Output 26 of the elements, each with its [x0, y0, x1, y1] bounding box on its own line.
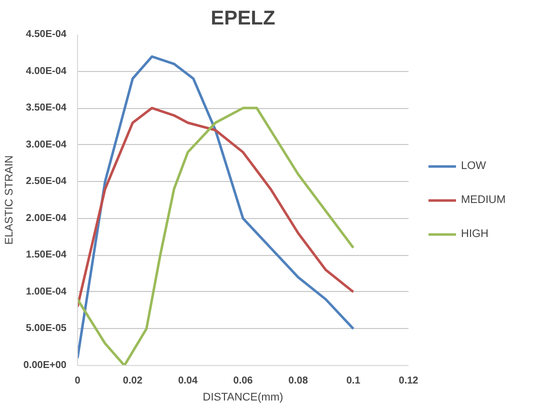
y-tick-label: 1.00E-04 [26, 286, 67, 298]
x-tick-label: 0.08 [288, 376, 308, 386]
y-axis-title: ELASTIC STRAIN [3, 155, 16, 245]
legend-label: LOW [461, 160, 486, 172]
y-tick-label: 4.00E-04 [26, 66, 67, 77]
y-tick-label: 4.50E-04 [26, 29, 67, 40]
line-series [78, 106, 355, 366]
x-tick-label: 0.1 [346, 376, 361, 386]
y-tick-label: 3.50E-04 [26, 102, 67, 114]
y-tick-label: 5.00E-05 [26, 323, 67, 334]
x-tick-label: 0.06 [233, 376, 254, 386]
x-tick-label: 0 [74, 376, 81, 386]
y-tick-label: 2.00E-04 [26, 212, 67, 224]
legend-label: HIGH [461, 228, 488, 240]
y-tick-label: 3.00E-04 [26, 139, 67, 150]
y-tick-label: 0.00E+00 [23, 360, 67, 371]
x-tick-label: 0.02 [122, 376, 143, 386]
line-series [78, 55, 355, 360]
line-series [78, 106, 355, 308]
legend-label: MEDIUM [461, 194, 506, 206]
x-tick-label: 0.12 [398, 376, 419, 386]
x-tick-label: 0.04 [178, 376, 198, 386]
chart-title: EPELZ [210, 8, 276, 30]
y-tick-label: 2.50E-04 [26, 176, 67, 188]
x-axis-title: DISTANCE(mm) [202, 392, 284, 404]
y-tick-label: 1.50E-04 [26, 250, 67, 261]
